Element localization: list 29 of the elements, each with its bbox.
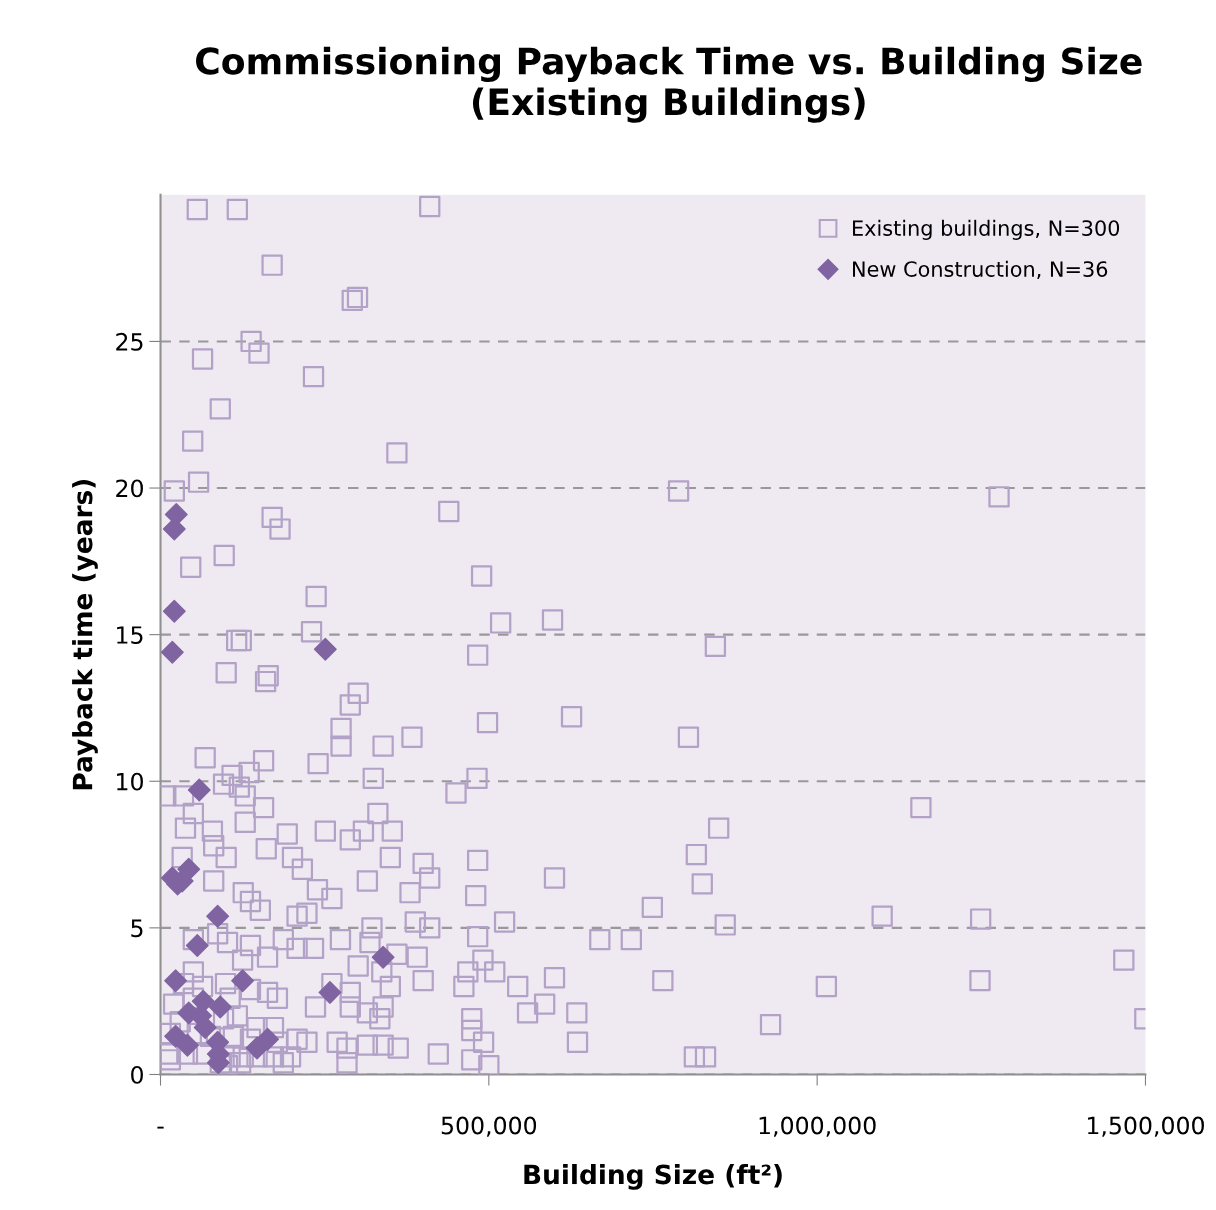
y-tick-label: 20 (116, 479, 143, 498)
y-tick-label: 25 (116, 332, 143, 351)
y-axis-title: Payback time (years) (72, 479, 98, 790)
point (160, 640, 184, 664)
y-tick-label: 15 (117, 626, 143, 644)
x-tick-label: - (157, 1126, 164, 1129)
point (318, 980, 342, 1004)
point (164, 969, 188, 993)
point (162, 599, 186, 623)
x-tick-label: 1,500,000 (1087, 1116, 1204, 1137)
y-tick-label: 10 (117, 772, 143, 791)
x-tick-label: 1,000,000 (759, 1116, 876, 1137)
point (185, 934, 209, 957)
y-tick-label: 5 (131, 919, 143, 938)
point (313, 637, 337, 661)
point (256, 1027, 279, 1051)
point (206, 904, 230, 928)
x-axis-title: Building Size (ft²) (524, 1164, 782, 1190)
point (371, 945, 395, 969)
y-tick-label: 0 (131, 1065, 143, 1084)
chart-title: Commissioning Payback Time vs. Building Size (Existing Buildings) (196, 46, 1142, 123)
point (231, 969, 255, 993)
point (162, 517, 186, 541)
legend-label: New Construction, N=36 (853, 260, 1108, 280)
legend-label: Existing buildings, N=300 (853, 219, 1120, 240)
point (208, 995, 232, 1019)
x-tick-label: 500,000 (441, 1116, 537, 1137)
point (175, 1033, 199, 1057)
point (187, 778, 211, 802)
